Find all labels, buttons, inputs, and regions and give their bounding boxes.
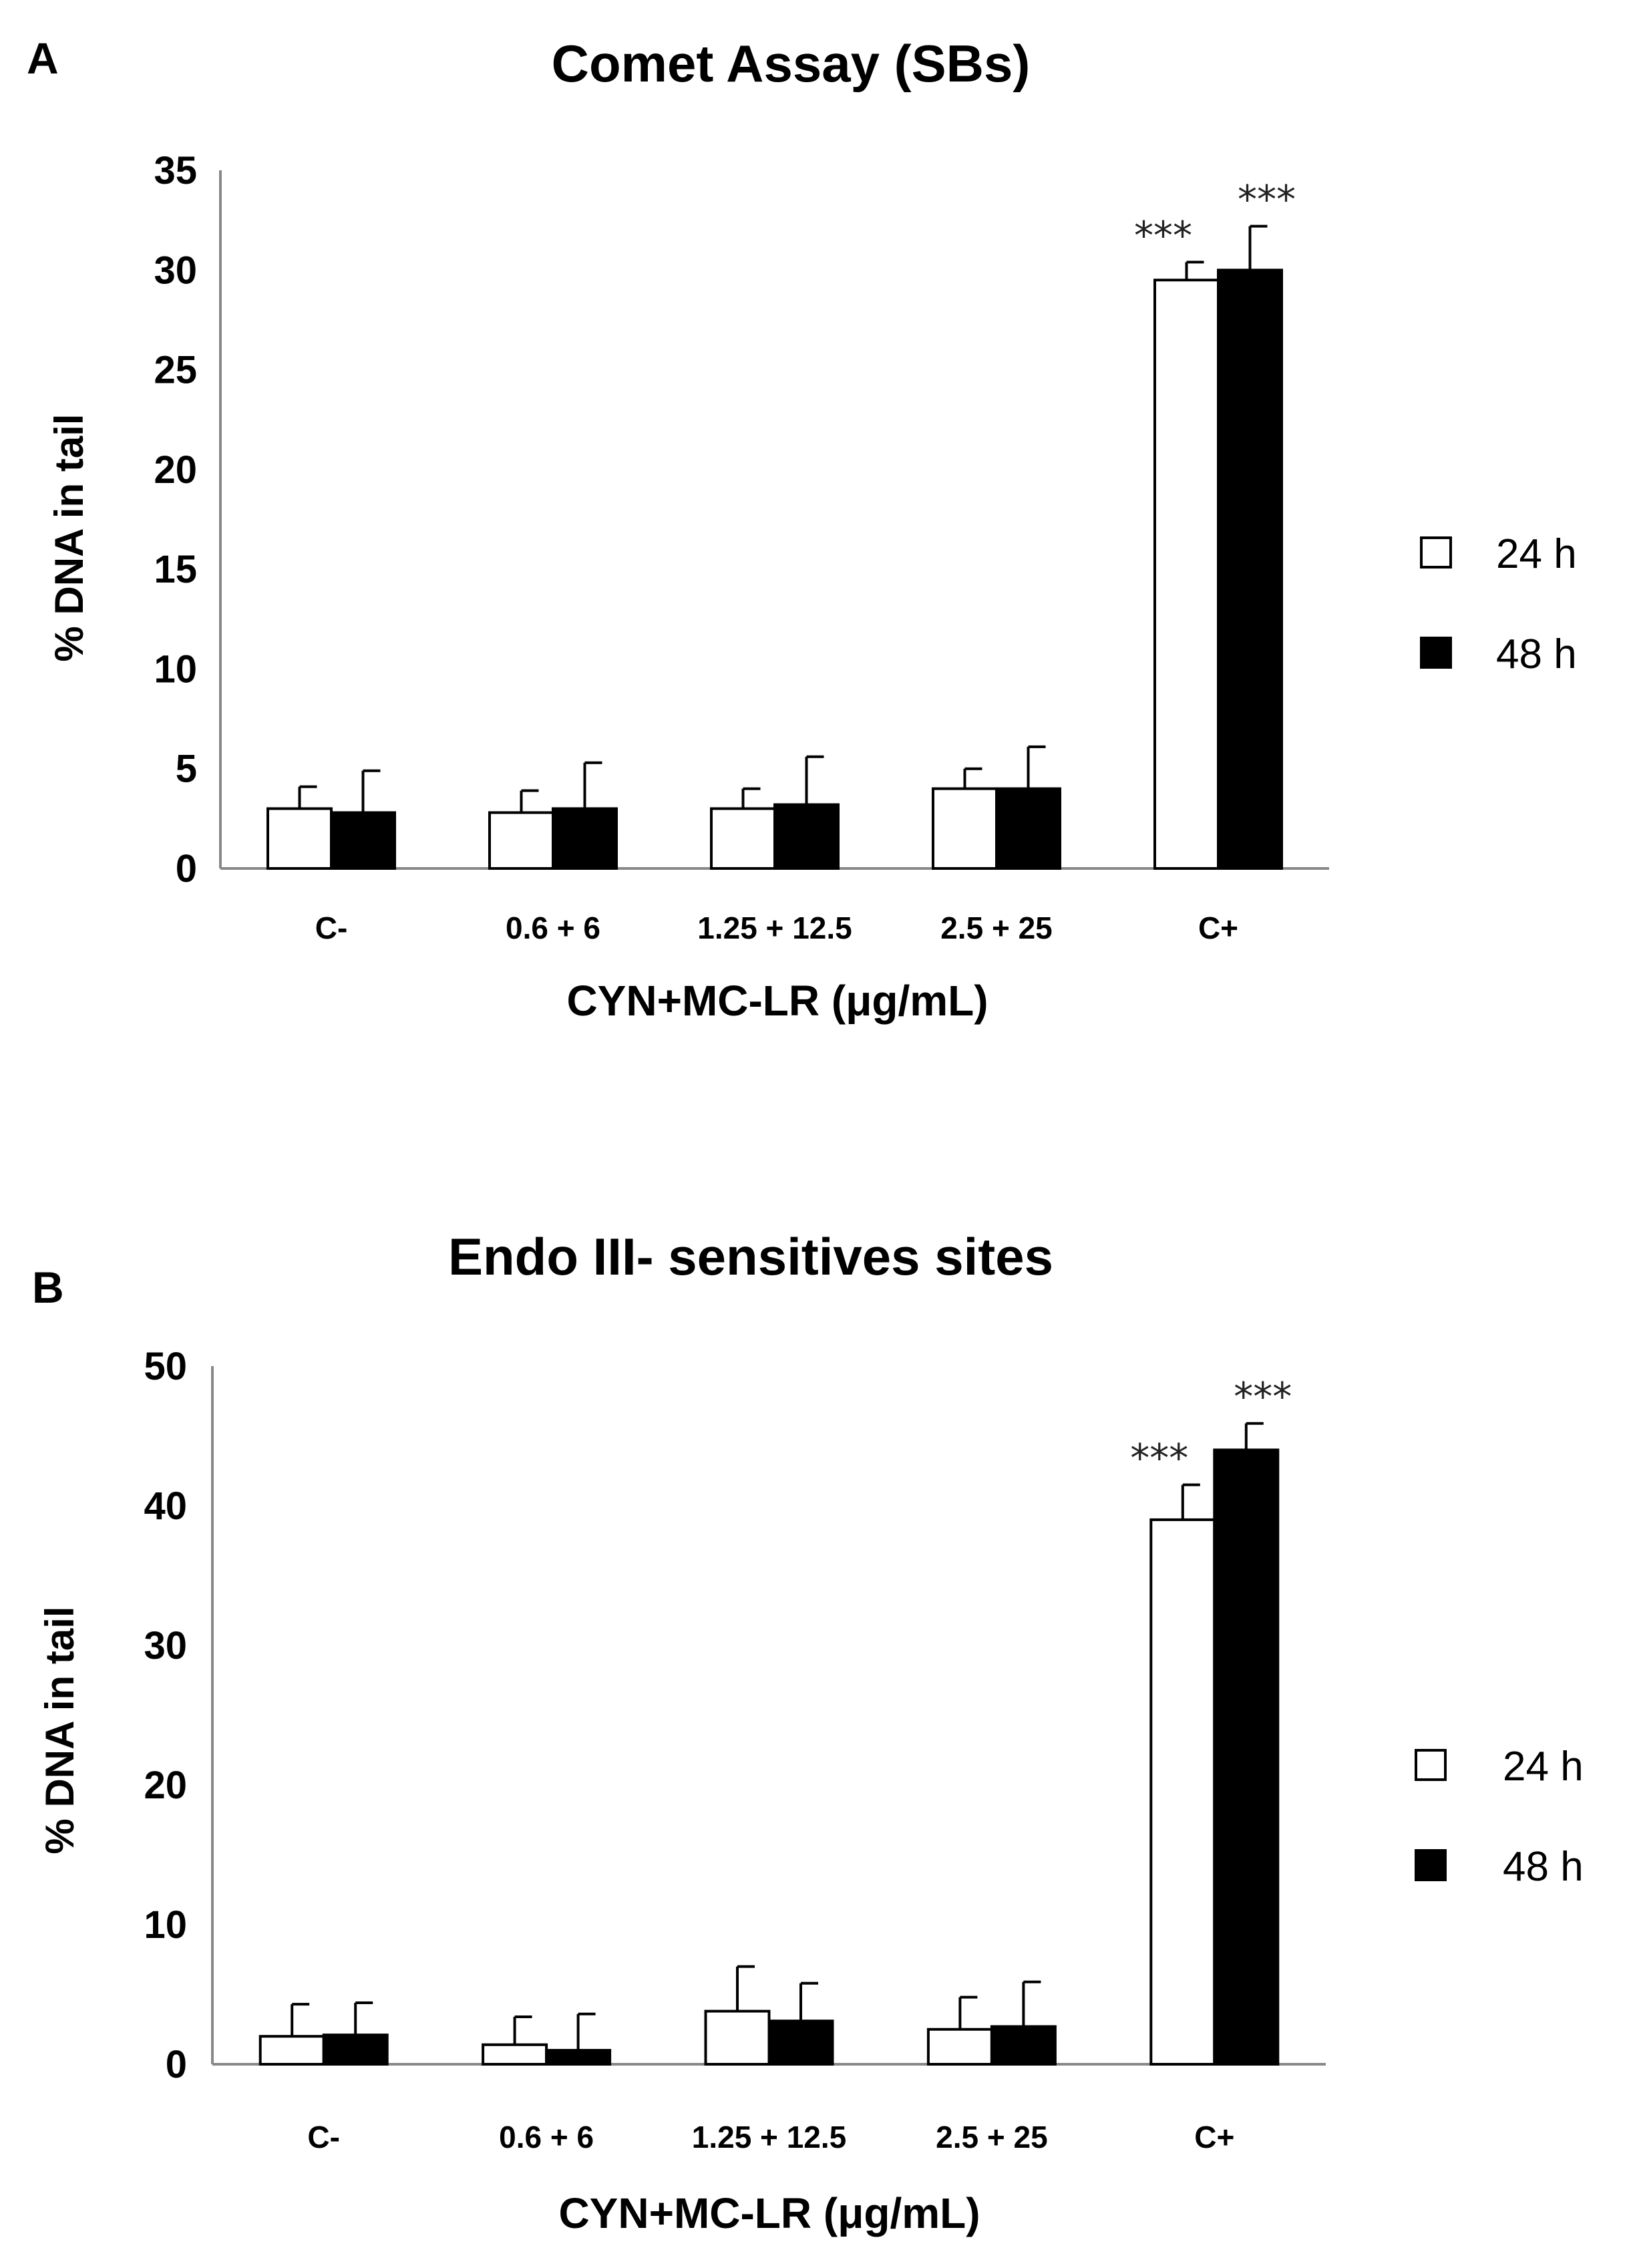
bar-a bbox=[1153, 279, 1220, 870]
x-tick-label-b: 0.6 + 6 bbox=[499, 2120, 594, 2154]
chart-panel-a: A Comet Assay (SBs) 0 5 10 15 20 25 30 35 C- 0.6 … bbox=[27, 33, 1577, 1025]
bar-a bbox=[932, 787, 998, 870]
legend-label-24h-b: 24 h bbox=[1503, 1744, 1584, 1790]
x-axis-label-a: CYN+MC-LR (μg/mL) bbox=[566, 977, 988, 1025]
x-tick-label-a: C- bbox=[315, 911, 348, 945]
legend-label-24h-a: 24 h bbox=[1496, 531, 1577, 577]
bar-a bbox=[488, 811, 554, 870]
bar-a bbox=[266, 807, 333, 870]
y-tick-label-b: 30 bbox=[144, 1624, 187, 1667]
significance-label-b: *** bbox=[1130, 1436, 1188, 1481]
bar-b bbox=[322, 2034, 389, 2066]
significance-label-a: *** bbox=[1238, 177, 1296, 222]
legend-swatch-24h-b bbox=[1415, 1749, 1447, 1781]
bar-a bbox=[1217, 269, 1283, 870]
bar-a bbox=[330, 811, 396, 870]
plot-area-a: 0 5 10 15 20 25 30 35 C- 0.6 + 6 1.25 + 12.5 2.5 + … bbox=[154, 149, 1329, 945]
chart-title-a: Comet Assay (SBs) bbox=[552, 34, 1031, 93]
legend-label-48h-a: 48 h bbox=[1496, 631, 1577, 677]
y-tick-label-a: 15 bbox=[154, 548, 197, 591]
y-tick-label-a: 0 bbox=[176, 847, 197, 890]
x-tick-label-b: 2.5 + 25 bbox=[936, 2120, 1048, 2154]
plot-area-b: 0 10 20 30 40 50 C- 0.6 + 6 1.25 + 12.5 2.5 + 25 C… bbox=[144, 1345, 1326, 2154]
bar-b bbox=[545, 2049, 612, 2066]
legend-label-48h-b: 48 h bbox=[1503, 1844, 1584, 1890]
bar-b bbox=[1213, 1448, 1280, 2066]
y-tick-label-a: 20 bbox=[154, 448, 197, 492]
bar-a bbox=[710, 807, 776, 870]
y-tick-label-a: 10 bbox=[154, 647, 197, 691]
x-axis-label-b: CYN+MC-LR (μg/mL) bbox=[558, 2189, 980, 2237]
x-tick-label-b: C+ bbox=[1194, 2120, 1234, 2154]
y-tick-label-a: 25 bbox=[154, 349, 197, 392]
y-tick-label-a: 35 bbox=[154, 149, 197, 192]
y-tick-label-b: 40 bbox=[144, 1484, 187, 1528]
y-tick-label-b: 50 bbox=[144, 1345, 187, 1388]
bar-b bbox=[704, 2009, 771, 2066]
legend-a: 24 h 48 h bbox=[1420, 531, 1577, 677]
y-tick-label-b: 20 bbox=[144, 1764, 187, 1807]
y-axis-label-a: % DNA in tail bbox=[47, 414, 92, 661]
y-axis-label-b: % DNA in tail bbox=[37, 1606, 82, 1854]
x-tick-label-a: 0.6 + 6 bbox=[506, 911, 600, 945]
significance-label-a: *** bbox=[1134, 212, 1192, 258]
bar-b bbox=[767, 2019, 834, 2066]
significance-label-b: *** bbox=[1234, 1374, 1292, 1420]
legend-swatch-48h-a bbox=[1420, 637, 1452, 669]
x-tick-label-a: C+ bbox=[1198, 911, 1238, 945]
panel-letter-a: A bbox=[27, 33, 59, 83]
x-tick-label-a: 2.5 + 25 bbox=[940, 911, 1053, 945]
y-tick-label-a: 5 bbox=[176, 748, 197, 791]
x-tick-label-b: 1.25 + 12.5 bbox=[692, 2120, 846, 2154]
x-tick-label-b: C- bbox=[307, 2120, 340, 2154]
bar-a bbox=[773, 803, 840, 870]
x-tick-label-a: 1.25 + 12.5 bbox=[697, 911, 852, 945]
y-tick-label-b: 10 bbox=[144, 1903, 187, 1947]
y-tick-label-b: 0 bbox=[166, 2043, 187, 2086]
chart-title-b: Endo III- sensitives sites bbox=[448, 1227, 1053, 1286]
bar-a bbox=[995, 787, 1061, 870]
bar-b bbox=[482, 2043, 548, 2066]
bar-b bbox=[990, 2025, 1057, 2066]
legend-swatch-48h-b bbox=[1415, 1849, 1447, 1881]
chart-panel-b: B Endo III- sensitives sites 0 10 20 30 40 50… bbox=[32, 1227, 1584, 2237]
y-tick-label-a: 30 bbox=[154, 249, 197, 292]
bar-b bbox=[258, 2035, 325, 2066]
bar-a bbox=[552, 807, 618, 870]
bar-b bbox=[926, 2028, 993, 2066]
bar-b bbox=[1149, 1518, 1216, 2066]
panel-letter-b: B bbox=[32, 1263, 64, 1312]
legend-swatch-24h-a bbox=[1420, 536, 1452, 569]
legend-b: 24 h 48 h bbox=[1415, 1744, 1584, 1890]
